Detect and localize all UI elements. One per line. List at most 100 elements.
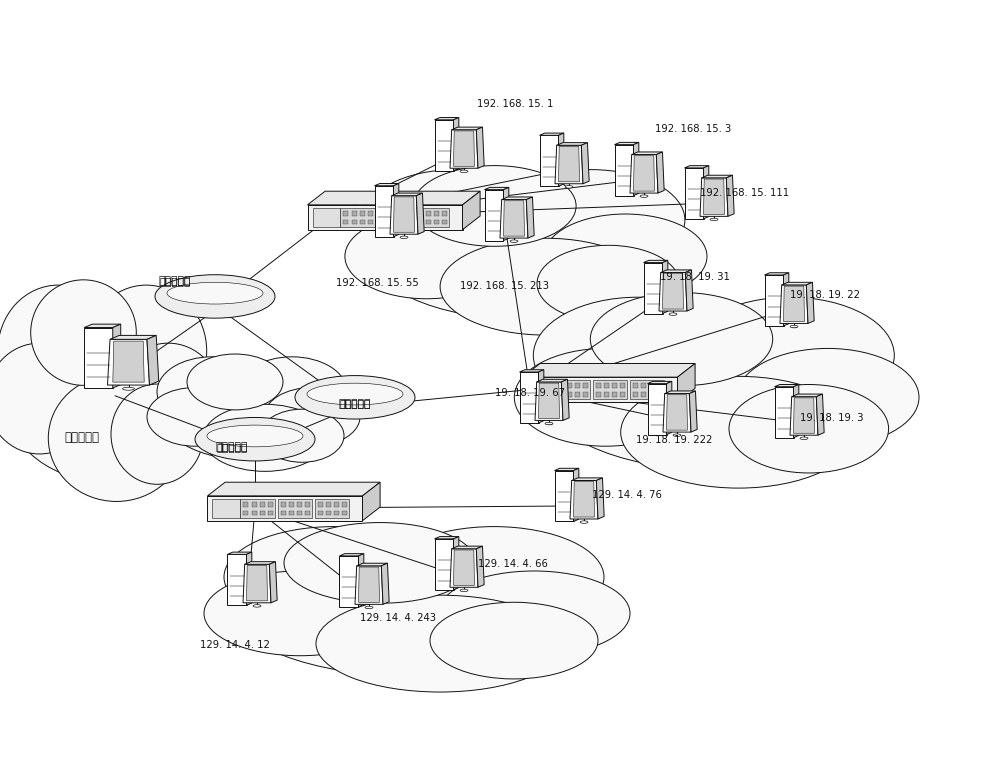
Polygon shape	[452, 546, 482, 549]
Polygon shape	[558, 133, 564, 186]
Bar	[381, 220, 386, 224]
Ellipse shape	[384, 527, 604, 628]
Ellipse shape	[260, 409, 344, 462]
Bar	[434, 220, 439, 224]
Polygon shape	[392, 193, 422, 196]
Polygon shape	[476, 546, 484, 587]
Polygon shape	[339, 553, 364, 556]
Polygon shape	[630, 154, 658, 193]
Polygon shape	[500, 199, 528, 238]
Bar	[305, 502, 310, 507]
Text: 虚拟路由器: 虚拟路由器	[216, 442, 248, 452]
Polygon shape	[503, 187, 509, 241]
Polygon shape	[538, 369, 544, 423]
Ellipse shape	[295, 376, 415, 419]
Ellipse shape	[737, 348, 919, 446]
Ellipse shape	[115, 343, 221, 454]
Polygon shape	[559, 147, 579, 182]
Ellipse shape	[1, 296, 199, 480]
Bar	[633, 392, 638, 397]
Ellipse shape	[316, 595, 564, 692]
Bar	[308, 205, 462, 230]
Polygon shape	[792, 394, 822, 397]
Ellipse shape	[640, 195, 648, 197]
Polygon shape	[227, 552, 252, 554]
Bar	[604, 383, 609, 388]
Bar	[281, 511, 286, 515]
Polygon shape	[784, 286, 804, 321]
Polygon shape	[454, 536, 459, 590]
Bar	[389, 211, 394, 216]
Polygon shape	[394, 183, 399, 237]
Polygon shape	[648, 381, 672, 383]
Polygon shape	[663, 393, 691, 432]
Ellipse shape	[460, 589, 468, 591]
Ellipse shape	[533, 297, 742, 414]
Ellipse shape	[345, 214, 508, 299]
Bar	[207, 496, 362, 521]
Polygon shape	[555, 145, 583, 184]
Bar	[84, 327, 113, 388]
Ellipse shape	[498, 170, 685, 271]
Polygon shape	[700, 178, 728, 217]
Polygon shape	[662, 260, 668, 314]
Polygon shape	[634, 142, 639, 196]
Bar	[415, 208, 449, 227]
Bar	[434, 211, 439, 216]
Bar	[339, 556, 358, 607]
Polygon shape	[454, 131, 474, 166]
Ellipse shape	[438, 571, 630, 656]
Polygon shape	[632, 152, 662, 154]
Bar	[775, 386, 794, 438]
Ellipse shape	[413, 165, 576, 246]
Bar	[334, 502, 339, 507]
Ellipse shape	[207, 425, 303, 447]
Bar	[318, 511, 323, 515]
Ellipse shape	[253, 605, 261, 607]
Bar	[360, 211, 365, 216]
Bar	[318, 502, 323, 507]
Bar	[368, 220, 373, 224]
Bar	[212, 499, 240, 518]
Bar	[555, 380, 590, 399]
Ellipse shape	[86, 285, 207, 417]
Polygon shape	[108, 339, 150, 385]
Bar	[426, 211, 431, 216]
Polygon shape	[661, 270, 691, 272]
Bar	[540, 135, 559, 186]
Bar	[418, 211, 423, 216]
Polygon shape	[596, 478, 604, 519]
Text: 192. 168. 15. 213: 192. 168. 15. 213	[460, 281, 549, 291]
Bar	[397, 220, 402, 224]
Ellipse shape	[800, 437, 808, 439]
Bar	[583, 392, 588, 397]
Bar	[528, 380, 555, 399]
Bar	[684, 168, 704, 219]
Bar	[352, 220, 357, 224]
Bar	[558, 383, 563, 388]
Ellipse shape	[155, 275, 275, 318]
Text: 虚拟路由器: 虚拟路由器	[339, 399, 371, 408]
Polygon shape	[476, 127, 484, 168]
Bar	[484, 189, 503, 241]
Text: 19. 18. 19. 222: 19. 18. 19. 222	[636, 435, 712, 445]
Polygon shape	[245, 562, 275, 564]
Polygon shape	[540, 133, 564, 135]
Polygon shape	[520, 369, 544, 372]
Polygon shape	[84, 324, 121, 327]
Text: 129. 14. 4. 76: 129. 14. 4. 76	[592, 490, 662, 501]
Polygon shape	[634, 156, 654, 191]
Polygon shape	[539, 383, 559, 418]
Bar	[342, 502, 347, 507]
Bar	[434, 120, 454, 171]
Bar	[644, 262, 663, 314]
Polygon shape	[355, 566, 383, 605]
Polygon shape	[659, 272, 687, 311]
Polygon shape	[656, 152, 664, 193]
Ellipse shape	[147, 387, 243, 446]
Polygon shape	[780, 285, 808, 324]
Ellipse shape	[430, 602, 598, 679]
Bar	[649, 383, 654, 388]
Ellipse shape	[539, 307, 881, 469]
Bar	[558, 392, 563, 397]
